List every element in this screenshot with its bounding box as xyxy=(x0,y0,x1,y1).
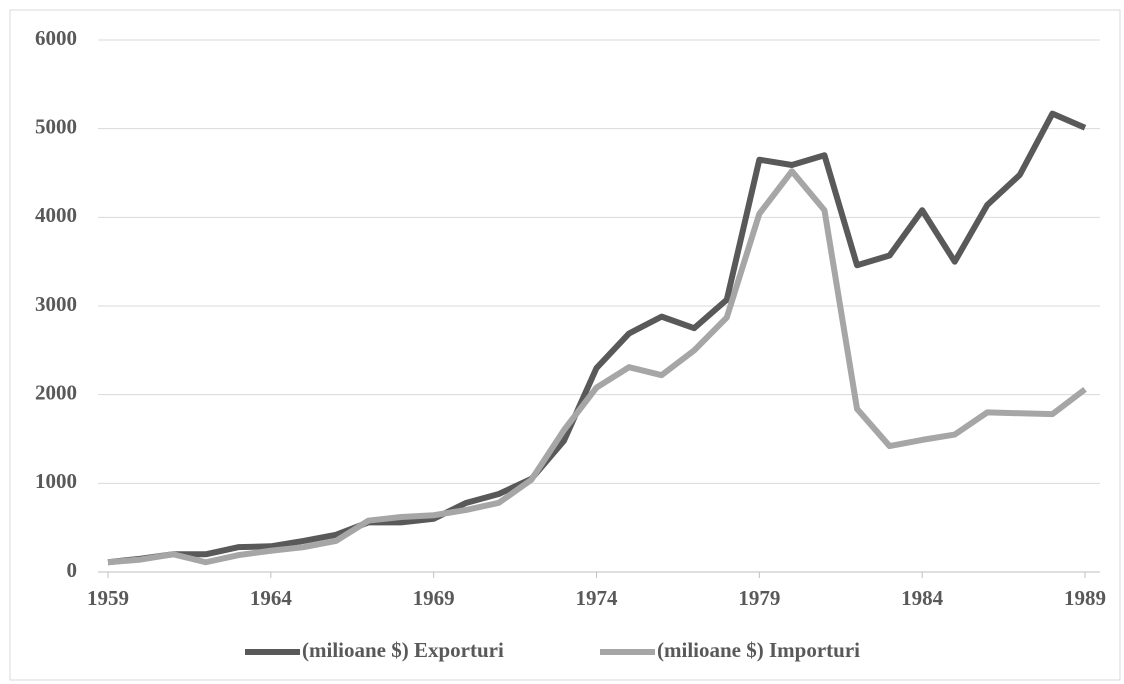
x-tick-label: 1984 xyxy=(901,586,944,610)
y-tick-label: 1000 xyxy=(35,469,77,493)
x-tick-label: 1964 xyxy=(250,586,293,610)
x-tick-label: 1989 xyxy=(1064,586,1106,610)
x-tick-label: 1959 xyxy=(87,586,129,610)
chart-frame xyxy=(9,9,1121,681)
x-tick-label: 1979 xyxy=(738,586,780,610)
y-tick-label: 2000 xyxy=(35,380,77,404)
legend-label: (milioane $) Importuri xyxy=(657,638,860,662)
y-tick-label: 5000 xyxy=(35,114,77,138)
x-tick-label: 1969 xyxy=(413,586,455,610)
y-tick-label: 0 xyxy=(67,558,78,582)
series-line xyxy=(107,168,1087,566)
y-tick-label: 3000 xyxy=(35,292,77,316)
y-tick-label: 4000 xyxy=(35,203,77,227)
y-tick-label: 6000 xyxy=(35,26,77,50)
series-line xyxy=(107,110,1087,566)
x-tick-label: 1974 xyxy=(576,586,619,610)
legend-label: (milioane $) Exporturi xyxy=(302,638,504,662)
